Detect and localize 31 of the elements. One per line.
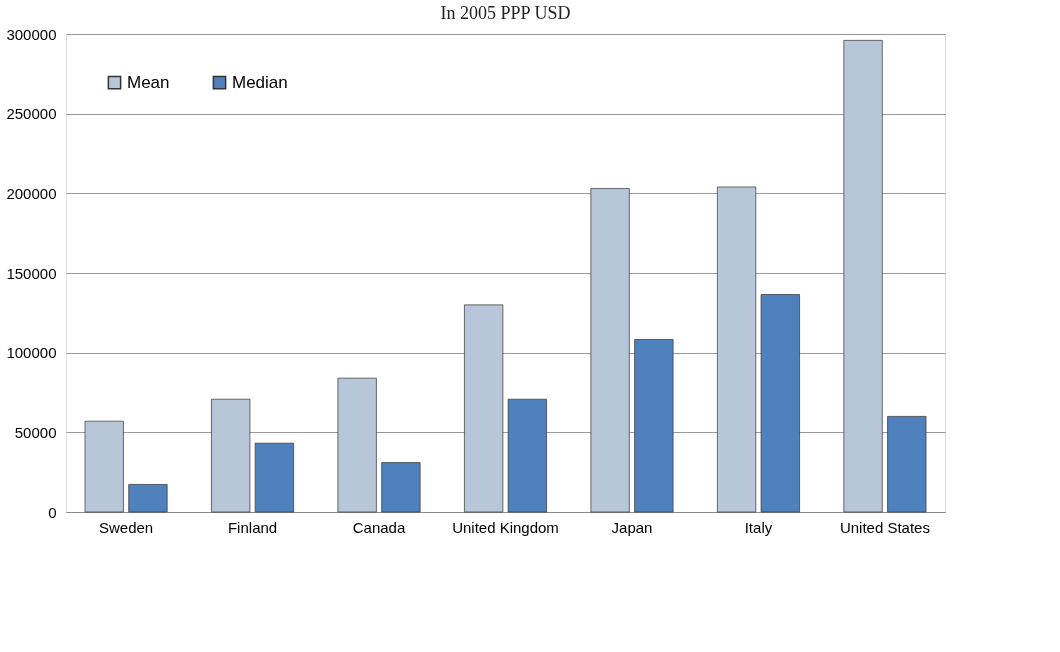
x-tick-label: Italy bbox=[744, 518, 773, 536]
y-tick-label: 50000 bbox=[14, 423, 57, 441]
x-tick-label: Finland bbox=[227, 518, 278, 536]
bar bbox=[590, 188, 630, 513]
bar bbox=[507, 398, 548, 513]
bar bbox=[843, 39, 883, 513]
legend-label: Median bbox=[232, 72, 288, 92]
chart-title: In 2005 PPP USD bbox=[440, 3, 571, 23]
x-tick-label: Japan bbox=[611, 518, 653, 536]
bar bbox=[634, 338, 674, 513]
x-tick-label: United Kingdom bbox=[452, 518, 559, 536]
y-tick-label: 250000 bbox=[6, 105, 57, 123]
bar bbox=[210, 398, 251, 513]
y-tick-label: 300000 bbox=[6, 25, 57, 43]
bar bbox=[128, 483, 168, 513]
bar bbox=[254, 442, 295, 513]
bar bbox=[760, 294, 801, 513]
y-tick-label: 150000 bbox=[6, 264, 57, 282]
y-tick-label: 200000 bbox=[6, 184, 57, 202]
x-tick-label: Canada bbox=[352, 518, 406, 536]
bar bbox=[337, 377, 377, 513]
legend-label: Mean bbox=[127, 72, 170, 92]
y-tick-label: 0 bbox=[48, 503, 57, 521]
x-tick-label: United States bbox=[839, 518, 930, 536]
bar bbox=[84, 420, 124, 513]
x-tick-label: Sweden bbox=[98, 518, 154, 536]
bar bbox=[887, 415, 927, 513]
bar bbox=[716, 186, 757, 513]
bar bbox=[463, 304, 504, 513]
bar bbox=[381, 462, 421, 513]
y-tick-label: 100000 bbox=[6, 344, 57, 362]
